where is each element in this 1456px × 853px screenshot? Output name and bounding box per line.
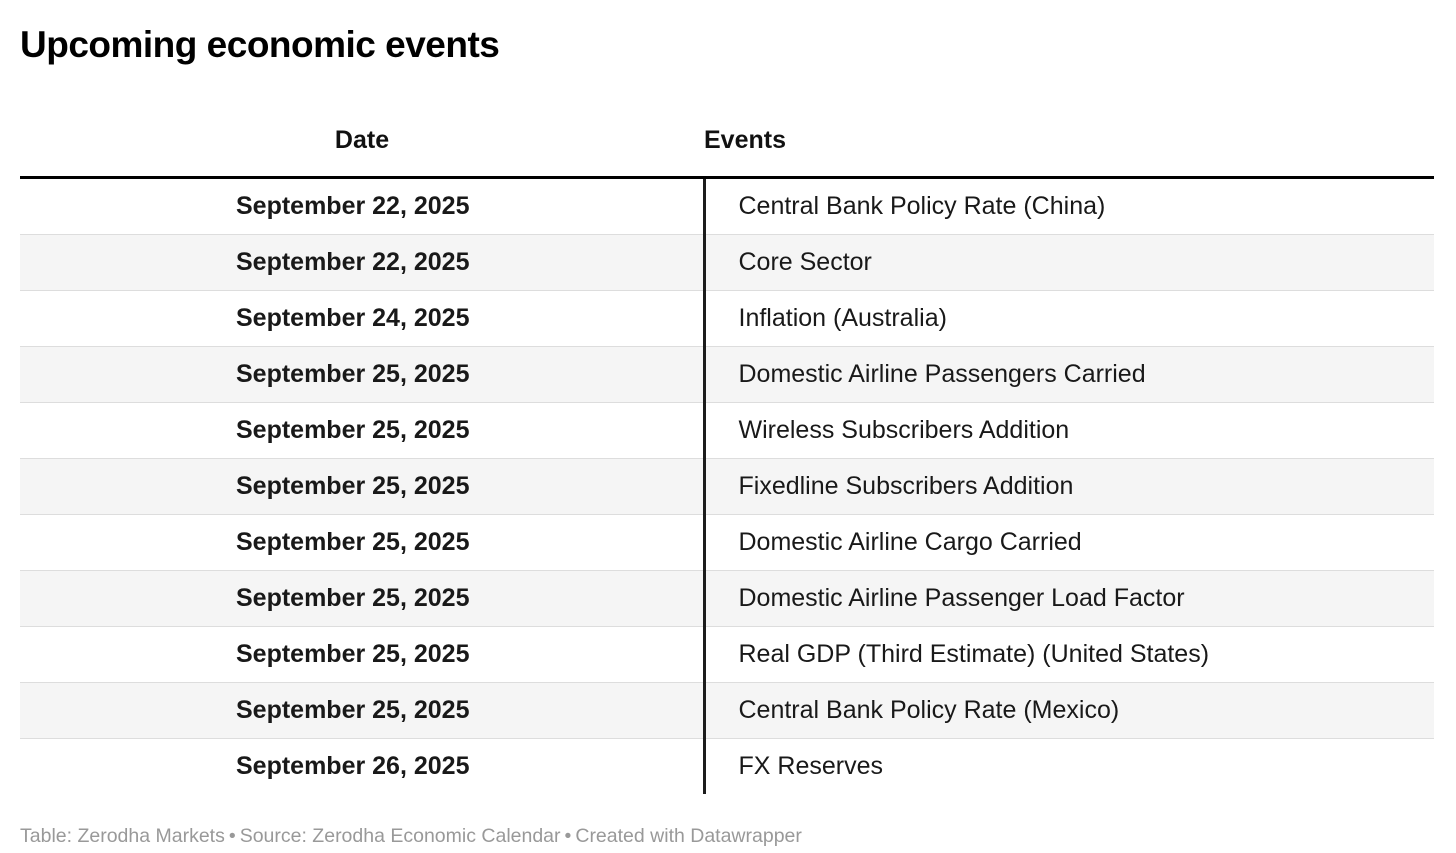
event-cell: FX Reserves [702, 738, 1434, 794]
date-cell: September 22, 2025 [20, 234, 704, 291]
event-cell: Wireless Subscribers Addition [702, 402, 1434, 459]
table-row: September 25, 2025 Central Bank Policy R… [20, 682, 1434, 739]
attribution-footer: Table: Zerodha Markets • Source: Zerodha E… [20, 824, 1434, 849]
event-cell: Inflation (Australia) [702, 290, 1434, 347]
table-row: September 22, 2025 Central Bank Policy R… [20, 177, 1434, 235]
table-row: September 25, 2025 Domestic Airline Pass… [20, 570, 1434, 627]
table-row: September 25, 2025 Wireless Subscribers … [20, 402, 1434, 459]
table-row: September 25, 2025 Real GDP (Third Estim… [20, 626, 1434, 683]
date-cell: September 25, 2025 [20, 346, 704, 403]
table-row: September 25, 2025 Fixedline Subscribers… [20, 458, 1434, 515]
date-cell: September 25, 2025 [20, 570, 704, 627]
event-cell: Central Bank Policy Rate (China) [702, 177, 1434, 235]
table-row: September 22, 2025 Core Sector [20, 234, 1434, 291]
page-title: Upcoming economic events [20, 24, 500, 65]
event-cell: Real GDP (Third Estimate) (United States… [702, 626, 1434, 683]
table-body: September 22, 2025 Central Bank Policy R… [20, 177, 1434, 794]
date-cell: September 25, 2025 [20, 682, 704, 739]
table-row: September 26, 2025 FX Reserves [20, 738, 1434, 794]
event-cell: Fixedline Subscribers Addition [702, 458, 1434, 515]
header-row: Date Events [20, 88, 1434, 179]
events-table: Date Events September 22, 2025 Central B… [20, 88, 1434, 794]
date-cell: September 25, 2025 [20, 514, 704, 571]
table-row: September 25, 2025 Domestic Airline Carg… [20, 514, 1434, 571]
table-header: Date Events [20, 88, 1434, 179]
event-cell: Domestic Airline Passengers Carried [702, 346, 1434, 403]
date-cell: September 25, 2025 [20, 626, 704, 683]
column-header-events: Events [704, 88, 1434, 179]
date-cell: September 25, 2025 [20, 458, 704, 515]
column-header-date: Date [20, 88, 704, 179]
source-text: Source: Zerodha Economic Calendar [239, 825, 561, 847]
event-cell: Domestic Airline Passenger Load Factor [702, 570, 1434, 627]
table-row: September 25, 2025 Domestic Airline Pass… [20, 346, 1434, 403]
event-cell: Domestic Airline Cargo Carried [702, 514, 1434, 571]
date-cell: September 25, 2025 [20, 402, 704, 459]
bullet-separator: • [228, 825, 236, 847]
table-credit-text: Table: Zerodha Markets [20, 825, 225, 847]
created-with-text: Created with Datawrapper [575, 825, 802, 847]
event-cell: Central Bank Policy Rate (Mexico) [702, 682, 1434, 739]
bullet-separator: • [564, 825, 572, 847]
table-row: September 24, 2025 Inflation (Australia) [20, 290, 1434, 347]
event-cell: Core Sector [702, 234, 1434, 291]
date-cell: September 24, 2025 [20, 290, 704, 347]
date-cell: September 22, 2025 [236, 192, 470, 220]
date-cell: September 26, 2025 [20, 738, 704, 794]
